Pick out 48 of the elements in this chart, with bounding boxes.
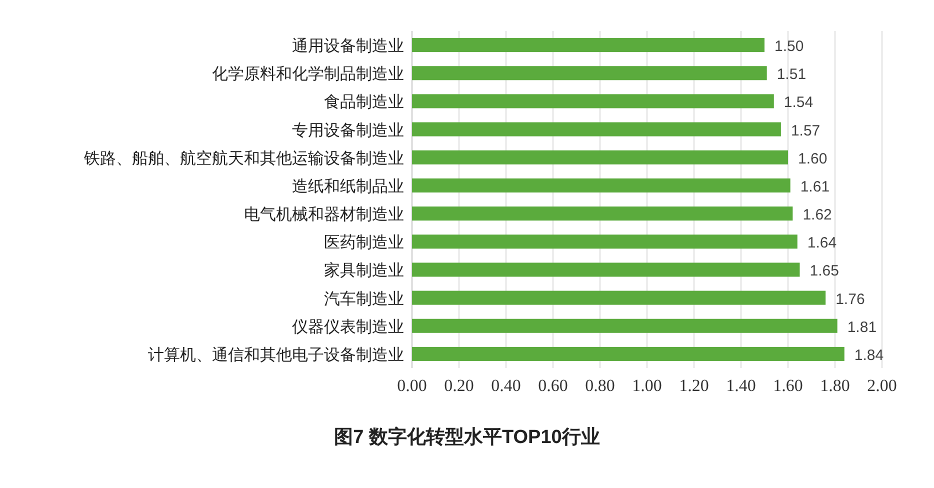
bar (412, 262, 800, 277)
x-tick-label: 0.60 (538, 376, 568, 395)
y-tick-label: 电气机械和器材制造业 (244, 206, 404, 224)
data-label: 1.76 (836, 290, 865, 308)
y-tick-label: 家具制造业 (324, 262, 404, 280)
x-tick-label: 2.00 (867, 376, 897, 395)
y-tick-label: 铁路、船舶、航空航天和其他运输设备制造业 (83, 149, 404, 168)
y-tick-label: 仪器仪表制造业 (292, 318, 404, 336)
data-label: 1.84 (854, 346, 884, 364)
y-tick-label: 汽车制造业 (324, 290, 404, 308)
data-label: 1.54 (784, 94, 814, 112)
data-label: 1.62 (802, 206, 832, 224)
data-label: 1.81 (847, 318, 877, 336)
bar (412, 318, 838, 333)
data-label: 1.65 (810, 262, 839, 280)
x-tick-label: 0.80 (585, 376, 615, 395)
data-label: 1.60 (798, 150, 828, 168)
x-tick-label: 0.40 (491, 376, 521, 395)
y-tick-label: 食品制造业 (324, 93, 404, 112)
y-tick-label: 计算机、通信和其他电子设备制造业 (148, 346, 404, 364)
bar (412, 66, 767, 80)
data-label: 1.64 (807, 234, 837, 252)
y-tick-label: 专用设备制造业 (292, 121, 404, 140)
y-tick-label: 通用设备制造业 (292, 37, 404, 56)
bar (412, 206, 793, 221)
bar (412, 94, 774, 108)
bar (412, 234, 798, 249)
data-label: 1.50 (774, 38, 804, 56)
x-tick-label: 0.20 (444, 376, 474, 395)
data-label: 1.61 (800, 178, 830, 196)
data-label: 1.57 (790, 122, 820, 140)
x-tick-label: 1.20 (679, 376, 709, 395)
x-tick-label: 1.80 (820, 376, 850, 395)
x-tick-label: 1.00 (632, 376, 662, 395)
data-label: 1.51 (776, 66, 806, 84)
bar (412, 290, 826, 305)
bar (412, 178, 790, 192)
x-tick-label: 1.40 (726, 376, 756, 395)
bar (412, 346, 844, 361)
x-tick-label: 1.60 (773, 376, 803, 395)
y-tick-label: 医药制造业 (324, 234, 404, 252)
x-tick-label: 0.00 (397, 376, 427, 395)
text: 图7 数字化转型水平TOP10行业 (334, 426, 600, 448)
bar (412, 122, 781, 136)
y-tick-label: 造纸和纸制品业 (292, 177, 404, 196)
bar (412, 38, 764, 52)
bar (412, 150, 788, 164)
y-tick-label: 化学原料和化学制品制造业 (212, 65, 404, 84)
